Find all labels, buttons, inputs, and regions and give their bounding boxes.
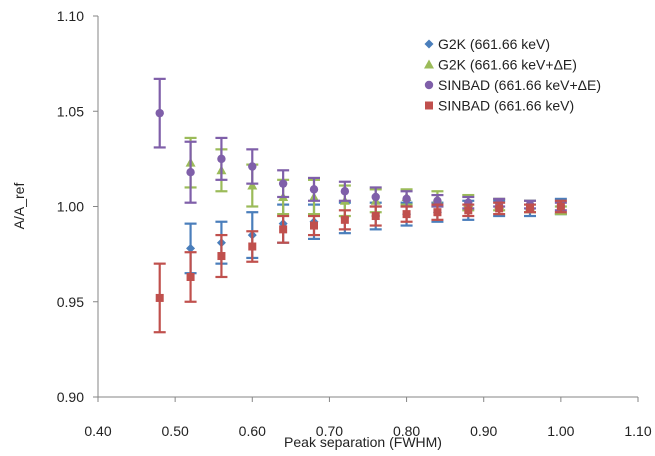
data-point	[495, 204, 504, 213]
x-tick-label: 1.10	[624, 423, 651, 439]
data-point	[247, 180, 258, 190]
data-point	[433, 196, 442, 205]
x-axis-title: Peak separation (FWHM)	[284, 434, 442, 450]
legend-marker-square	[425, 101, 433, 110]
data-point	[278, 179, 288, 188]
legend-marker-diamond	[424, 39, 434, 49]
data-point	[556, 202, 565, 211]
y-tick-label: 1.05	[57, 103, 84, 119]
x-tick-label: 0.70	[316, 423, 343, 439]
data-point	[310, 221, 318, 230]
data-point	[279, 225, 288, 234]
data-point	[155, 293, 164, 302]
series-circle	[153, 77, 567, 212]
y-tick-label: 0.90	[57, 389, 84, 405]
legend-marker-triangle	[424, 59, 434, 69]
x-tick-label: 0.40	[84, 423, 111, 439]
data-point	[186, 168, 195, 177]
data-point	[186, 272, 195, 281]
x-tick-label: 0.80	[393, 423, 420, 439]
y-tick-group: 0.90 0.95 1.00 1.05 1.10	[57, 8, 98, 405]
y-tick-label: 1.00	[57, 199, 84, 215]
data-point	[186, 243, 196, 253]
legend: G2K (661.66 keV) G2K (661.66 keV+ΔE) SINBA…	[424, 36, 601, 114]
x-tick-group: 0.40 0.50 0.60 0.70 0.80 0.90 1.00 1.10	[84, 397, 652, 439]
series-layer	[153, 77, 567, 334]
data-point	[340, 187, 350, 196]
data-point	[526, 204, 534, 213]
x-tick-label: 0.50	[162, 423, 189, 439]
data-point	[309, 185, 319, 194]
y-tick-label: 1.10	[57, 8, 84, 24]
data-point	[340, 215, 349, 224]
data-point	[217, 154, 226, 164]
x-tick-label: 1.00	[547, 423, 574, 439]
y-tick-label: 0.95	[57, 294, 84, 310]
data-point	[464, 206, 473, 215]
data-point	[371, 212, 380, 221]
legend-label: G2K (661.66 keV)	[438, 36, 550, 52]
data-point	[433, 208, 442, 217]
data-point	[248, 242, 257, 251]
data-point	[402, 194, 411, 204]
legend-marker-circle	[424, 80, 434, 90]
data-point	[248, 162, 257, 171]
legend-label: SINBAD (661.66 keV)	[438, 98, 574, 114]
data-point	[217, 252, 226, 261]
x-tick-label: 0.60	[239, 423, 266, 439]
legend-label: G2K (661.66 keV+ΔE)	[438, 57, 577, 73]
data-point	[371, 192, 380, 202]
data-point	[155, 108, 164, 118]
legend-label: SINBAD (661.66 keV+ΔE)	[438, 77, 601, 93]
y-axis-title: A/A_ref	[11, 183, 27, 230]
data-point	[402, 210, 411, 219]
series-square	[153, 199, 567, 334]
x-tick-label: 0.90	[470, 423, 497, 439]
